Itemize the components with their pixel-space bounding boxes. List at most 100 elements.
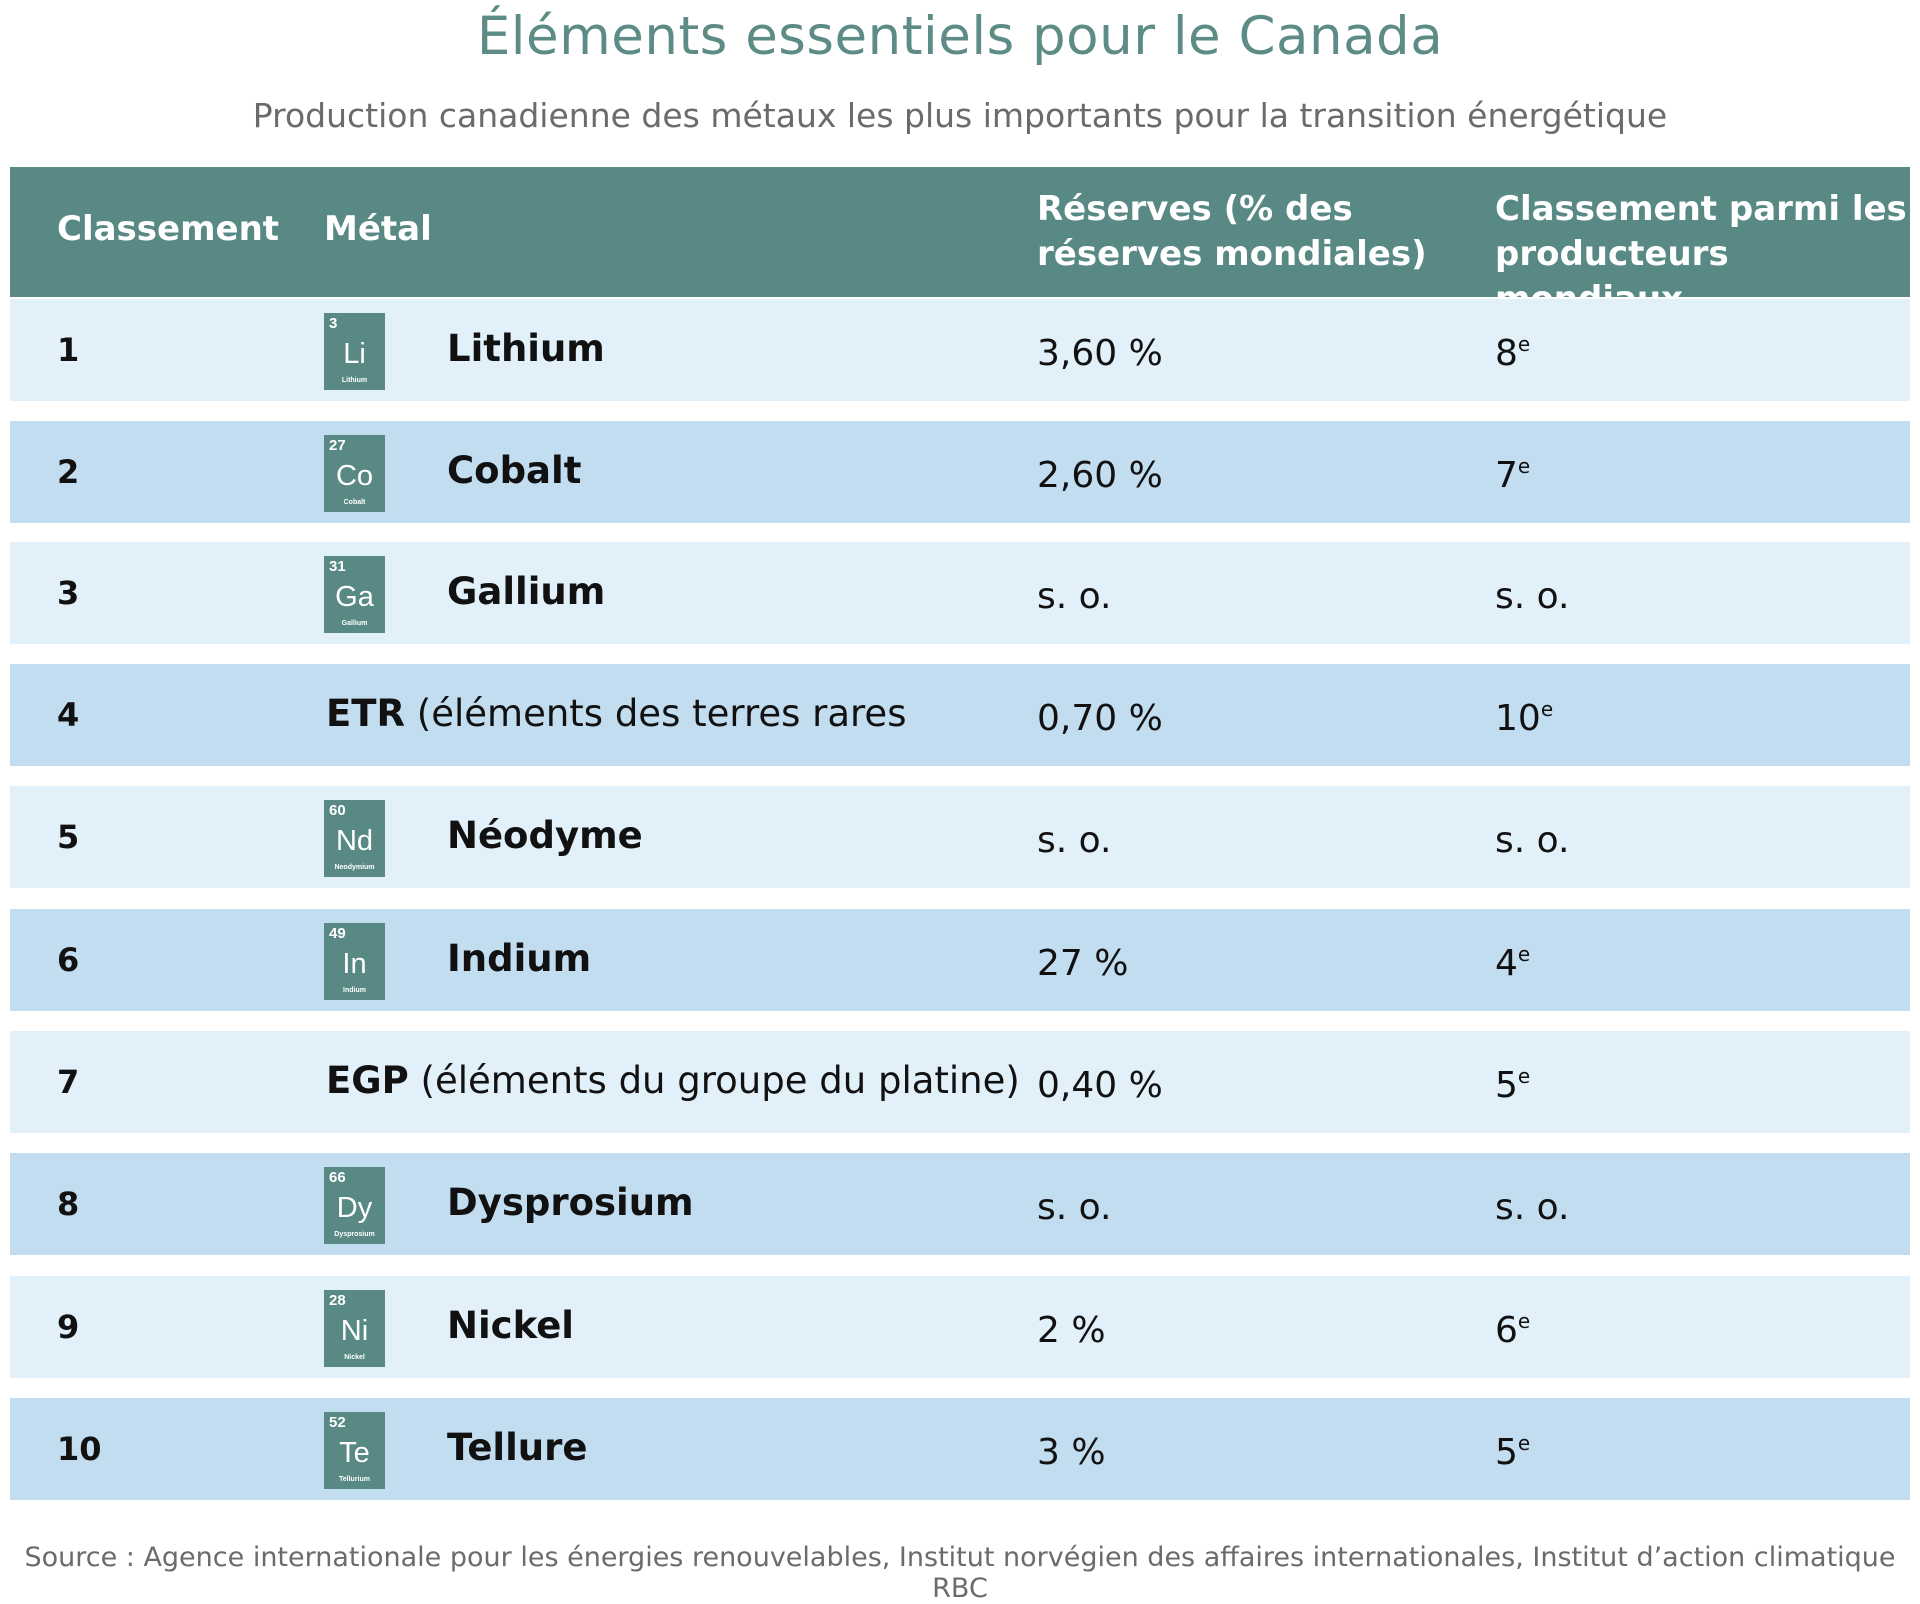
producer-rank-value: 5	[1495, 1065, 1518, 1106]
ordinal-suffix: e	[1517, 332, 1531, 356]
atomic-number: 28	[329, 1292, 346, 1309]
element-tile-icon: 31 Ga Gallium	[324, 556, 385, 633]
header-metal: Métal	[324, 209, 432, 249]
rank-cell: 5	[57, 818, 80, 856]
metal-name: Nickel	[447, 1304, 574, 1347]
table-row: 8 66 Dy Dysprosium Dysprosium s. o. s. o.	[10, 1153, 1910, 1255]
element-symbol: Nd	[335, 825, 374, 857]
element-tile-icon: 28 Ni Nickel	[324, 1290, 385, 1367]
group-abbreviation: ETR	[326, 692, 406, 735]
reserves-cell: s. o.	[1037, 820, 1112, 861]
ordinal-suffix: e	[1517, 1309, 1531, 1333]
element-symbol: Co	[335, 460, 374, 492]
table-row: 2 27 Co Cobalt Cobalt 2,60 % 7e	[10, 421, 1910, 523]
ordinal-suffix: e	[1517, 1431, 1531, 1455]
element-name: Nickel	[344, 1354, 365, 1361]
atomic-number: 52	[329, 1414, 346, 1431]
reserves-cell: 2,60 %	[1037, 455, 1163, 496]
rank-cell: 7	[57, 1063, 80, 1101]
metal-name: Néodyme	[447, 814, 643, 857]
atomic-number: 49	[329, 925, 346, 942]
producer-rank-value: 7	[1495, 455, 1518, 496]
producer-rank-cell: 7e	[1495, 421, 1530, 523]
table-header: Classement Métal Réserves (% des réserve…	[10, 167, 1910, 319]
element-symbol: Te	[339, 1437, 370, 1469]
metal-name: Gallium	[447, 570, 606, 613]
element-name: Neodymium	[334, 864, 375, 871]
element-name: Tellurium	[339, 1476, 370, 1483]
metal-name: Tellure	[447, 1426, 588, 1469]
header-reserves: Réserves (% des réserves mondiales)	[1037, 189, 1427, 274]
header-rank: Classement	[57, 209, 280, 249]
element-name: Lithium	[341, 377, 368, 384]
element-name: Cobalt	[343, 499, 366, 506]
table-row: 6 49 In Indium Indium 27 % 4e	[10, 909, 1910, 1011]
group-description: (éléments des terres rares	[416, 692, 907, 735]
reserves-cell: 0,70 %	[1037, 698, 1163, 739]
reserves-cell: 3 %	[1037, 1432, 1106, 1473]
producer-rank-cell: 5e	[1495, 1398, 1530, 1500]
element-name: Indium	[343, 987, 366, 994]
metal-name: Lithium	[447, 327, 605, 370]
atomic-number: 3	[329, 315, 338, 332]
element-tile-icon: 49 In Indium	[324, 923, 385, 1000]
table-row: 9 28 Ni Nickel Nickel 2 % 6e	[10, 1276, 1910, 1378]
metal-group: ETR (éléments des terres rares	[326, 664, 906, 766]
producer-rank-cell: s. o.	[1495, 1153, 1569, 1255]
producer-rank-cell: 10e	[1495, 664, 1553, 766]
reserves-cell: s. o.	[1037, 1187, 1112, 1228]
source-note: Source : Agence internationale pour les …	[24, 1542, 1896, 1604]
element-name: Dysprosium	[334, 1231, 375, 1238]
element-symbol: In	[342, 948, 367, 980]
rank-cell: 6	[57, 941, 80, 979]
producer-rank-value: 5	[1495, 1432, 1518, 1473]
table-row: 1 3 Li Lithium Lithium 3,60 % 8e	[10, 299, 1910, 401]
table-row: 3 31 Ga Gallium Gallium s. o. s. o.	[10, 542, 1910, 644]
rank-cell: 2	[57, 453, 80, 491]
producer-rank-cell: s. o.	[1495, 786, 1569, 888]
metal-name: Cobalt	[447, 449, 582, 492]
ordinal-suffix: e	[1540, 697, 1554, 721]
reserves-cell: 2 %	[1037, 1310, 1106, 1351]
reserves-cell: s. o.	[1037, 576, 1112, 617]
producer-rank-cell: 6e	[1495, 1276, 1530, 1378]
table-row: 7 EGP (éléments du groupe du platine) 0,40…	[10, 1031, 1910, 1133]
producer-rank-value: 4	[1495, 943, 1518, 984]
atomic-number: 60	[329, 802, 346, 819]
element-symbol: Dy	[336, 1192, 373, 1224]
producer-rank-value: 10	[1495, 698, 1541, 739]
ordinal-suffix: e	[1517, 1064, 1531, 1088]
element-symbol: Ni	[340, 1315, 369, 1347]
rank-cell: 8	[57, 1185, 80, 1223]
reserves-cell: 27 %	[1037, 943, 1129, 984]
producer-rank-cell: 8e	[1495, 299, 1530, 401]
ordinal-suffix: e	[1517, 942, 1531, 966]
rank-cell: 9	[57, 1308, 80, 1346]
rank-cell: 1	[57, 331, 80, 369]
producer-rank-value: s. o.	[1495, 576, 1570, 617]
producer-rank-cell: 5e	[1495, 1031, 1530, 1133]
metal-name: Dysprosium	[447, 1181, 694, 1224]
page-subtitle: Production canadienne des métaux les plu…	[252, 96, 1668, 135]
reserves-cell: 0,40 %	[1037, 1065, 1163, 1106]
metal-name: Indium	[447, 937, 592, 980]
producer-rank-value: s. o.	[1495, 820, 1570, 861]
rank-cell: 4	[57, 696, 80, 734]
metal-group: EGP (éléments du groupe du platine)	[326, 1031, 1020, 1133]
element-tile-icon: 3 Li Lithium	[324, 313, 385, 390]
producer-rank-value: s. o.	[1495, 1187, 1570, 1228]
rank-cell: 10	[57, 1430, 102, 1468]
producer-rank-value: 6	[1495, 1310, 1518, 1351]
element-name: Gallium	[341, 620, 368, 627]
table-row: 4 ETR (éléments des terres rares 0,70 % 10e	[10, 664, 1910, 766]
table-row: 5 60 Nd Neodymium Néodyme s. o. s. o.	[10, 786, 1910, 888]
atomic-number: 27	[329, 437, 346, 454]
element-tile-icon: 66 Dy Dysprosium	[324, 1167, 385, 1244]
group-abbreviation: EGP	[326, 1059, 409, 1102]
atomic-number: 66	[329, 1169, 346, 1186]
atomic-number: 31	[329, 558, 346, 575]
element-symbol: Ga	[335, 581, 374, 613]
producer-rank-value: 8	[1495, 333, 1518, 374]
reserves-cell: 3,60 %	[1037, 333, 1163, 374]
element-tile-icon: 60 Nd Neodymium	[324, 800, 385, 877]
